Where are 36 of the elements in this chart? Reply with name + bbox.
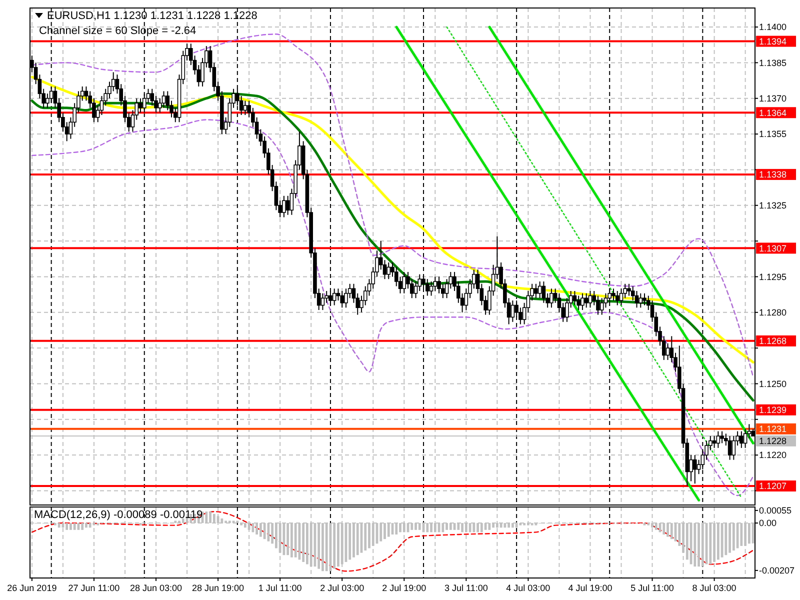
x-tick-label: 26 Jun 2019 [7, 583, 57, 593]
y-tick-label: 1.1250 [759, 378, 787, 389]
y-tick-label: 1.1295 [759, 272, 787, 282]
ref-line-label: 1.1394 [759, 36, 787, 46]
y-tick-label: 1.1385 [759, 58, 787, 68]
ref-line-label: 1.1268 [759, 336, 787, 346]
y-tick-label: 1.1220 [759, 450, 787, 460]
x-tick-label: 1 Jul 11:00 [258, 583, 302, 593]
x-tick-label: 3 Jul 11:00 [444, 583, 488, 593]
y-tick-label: 1.1325 [759, 200, 787, 211]
chart-title: EURUSD,H1 1.1230 1.1231 1.1228 1.1228 [47, 10, 258, 22]
x-tick-label: 4 Jul 03:00 [506, 583, 550, 593]
ref-line-label: 1.1207 [759, 481, 787, 492]
y-tick-label: 0.00055 [759, 506, 792, 516]
ref-line-label: 1.1231 [759, 424, 787, 434]
ref-line-label: 1.1228 [759, 436, 787, 446]
y-tick-label: 0.00 [759, 518, 777, 528]
y-tick-label: 1.1400 [759, 22, 787, 32]
ref-line-label: 1.1338 [759, 170, 787, 180]
text: Channel size = 60 Slope = -2.64 [39, 25, 196, 37]
ref-line-label: 1.1364 [759, 108, 787, 118]
y-tick-label: 1.1280 [759, 308, 787, 318]
x-tick-label: 5 Jul 11:00 [630, 583, 674, 593]
x-tick-label: 2 Jul 19:00 [382, 583, 426, 593]
x-tick-label: 28 Jun 03:00 [130, 583, 182, 593]
x-tick-label: 28 Jun 19:00 [192, 583, 244, 593]
chart-title: MACD(12,26,9) -0.00089 -0.00119 [34, 509, 203, 521]
ref-line-label: 1.1307 [759, 243, 787, 254]
y-tick-label: 1.1355 [759, 129, 787, 140]
x-tick-label: 27 Jun 11:00 [68, 583, 120, 593]
ref-line-label: 1.1239 [759, 405, 787, 416]
x-tick-label: 8 Jul 03:00 [692, 583, 736, 593]
x-tick-label: 4 Jul 19:00 [568, 583, 612, 593]
y-tick-label: -0.00207 [759, 566, 795, 576]
x-tick-label: 2 Jul 03:00 [320, 583, 364, 593]
y-tick-label: 1.1370 [759, 94, 787, 104]
